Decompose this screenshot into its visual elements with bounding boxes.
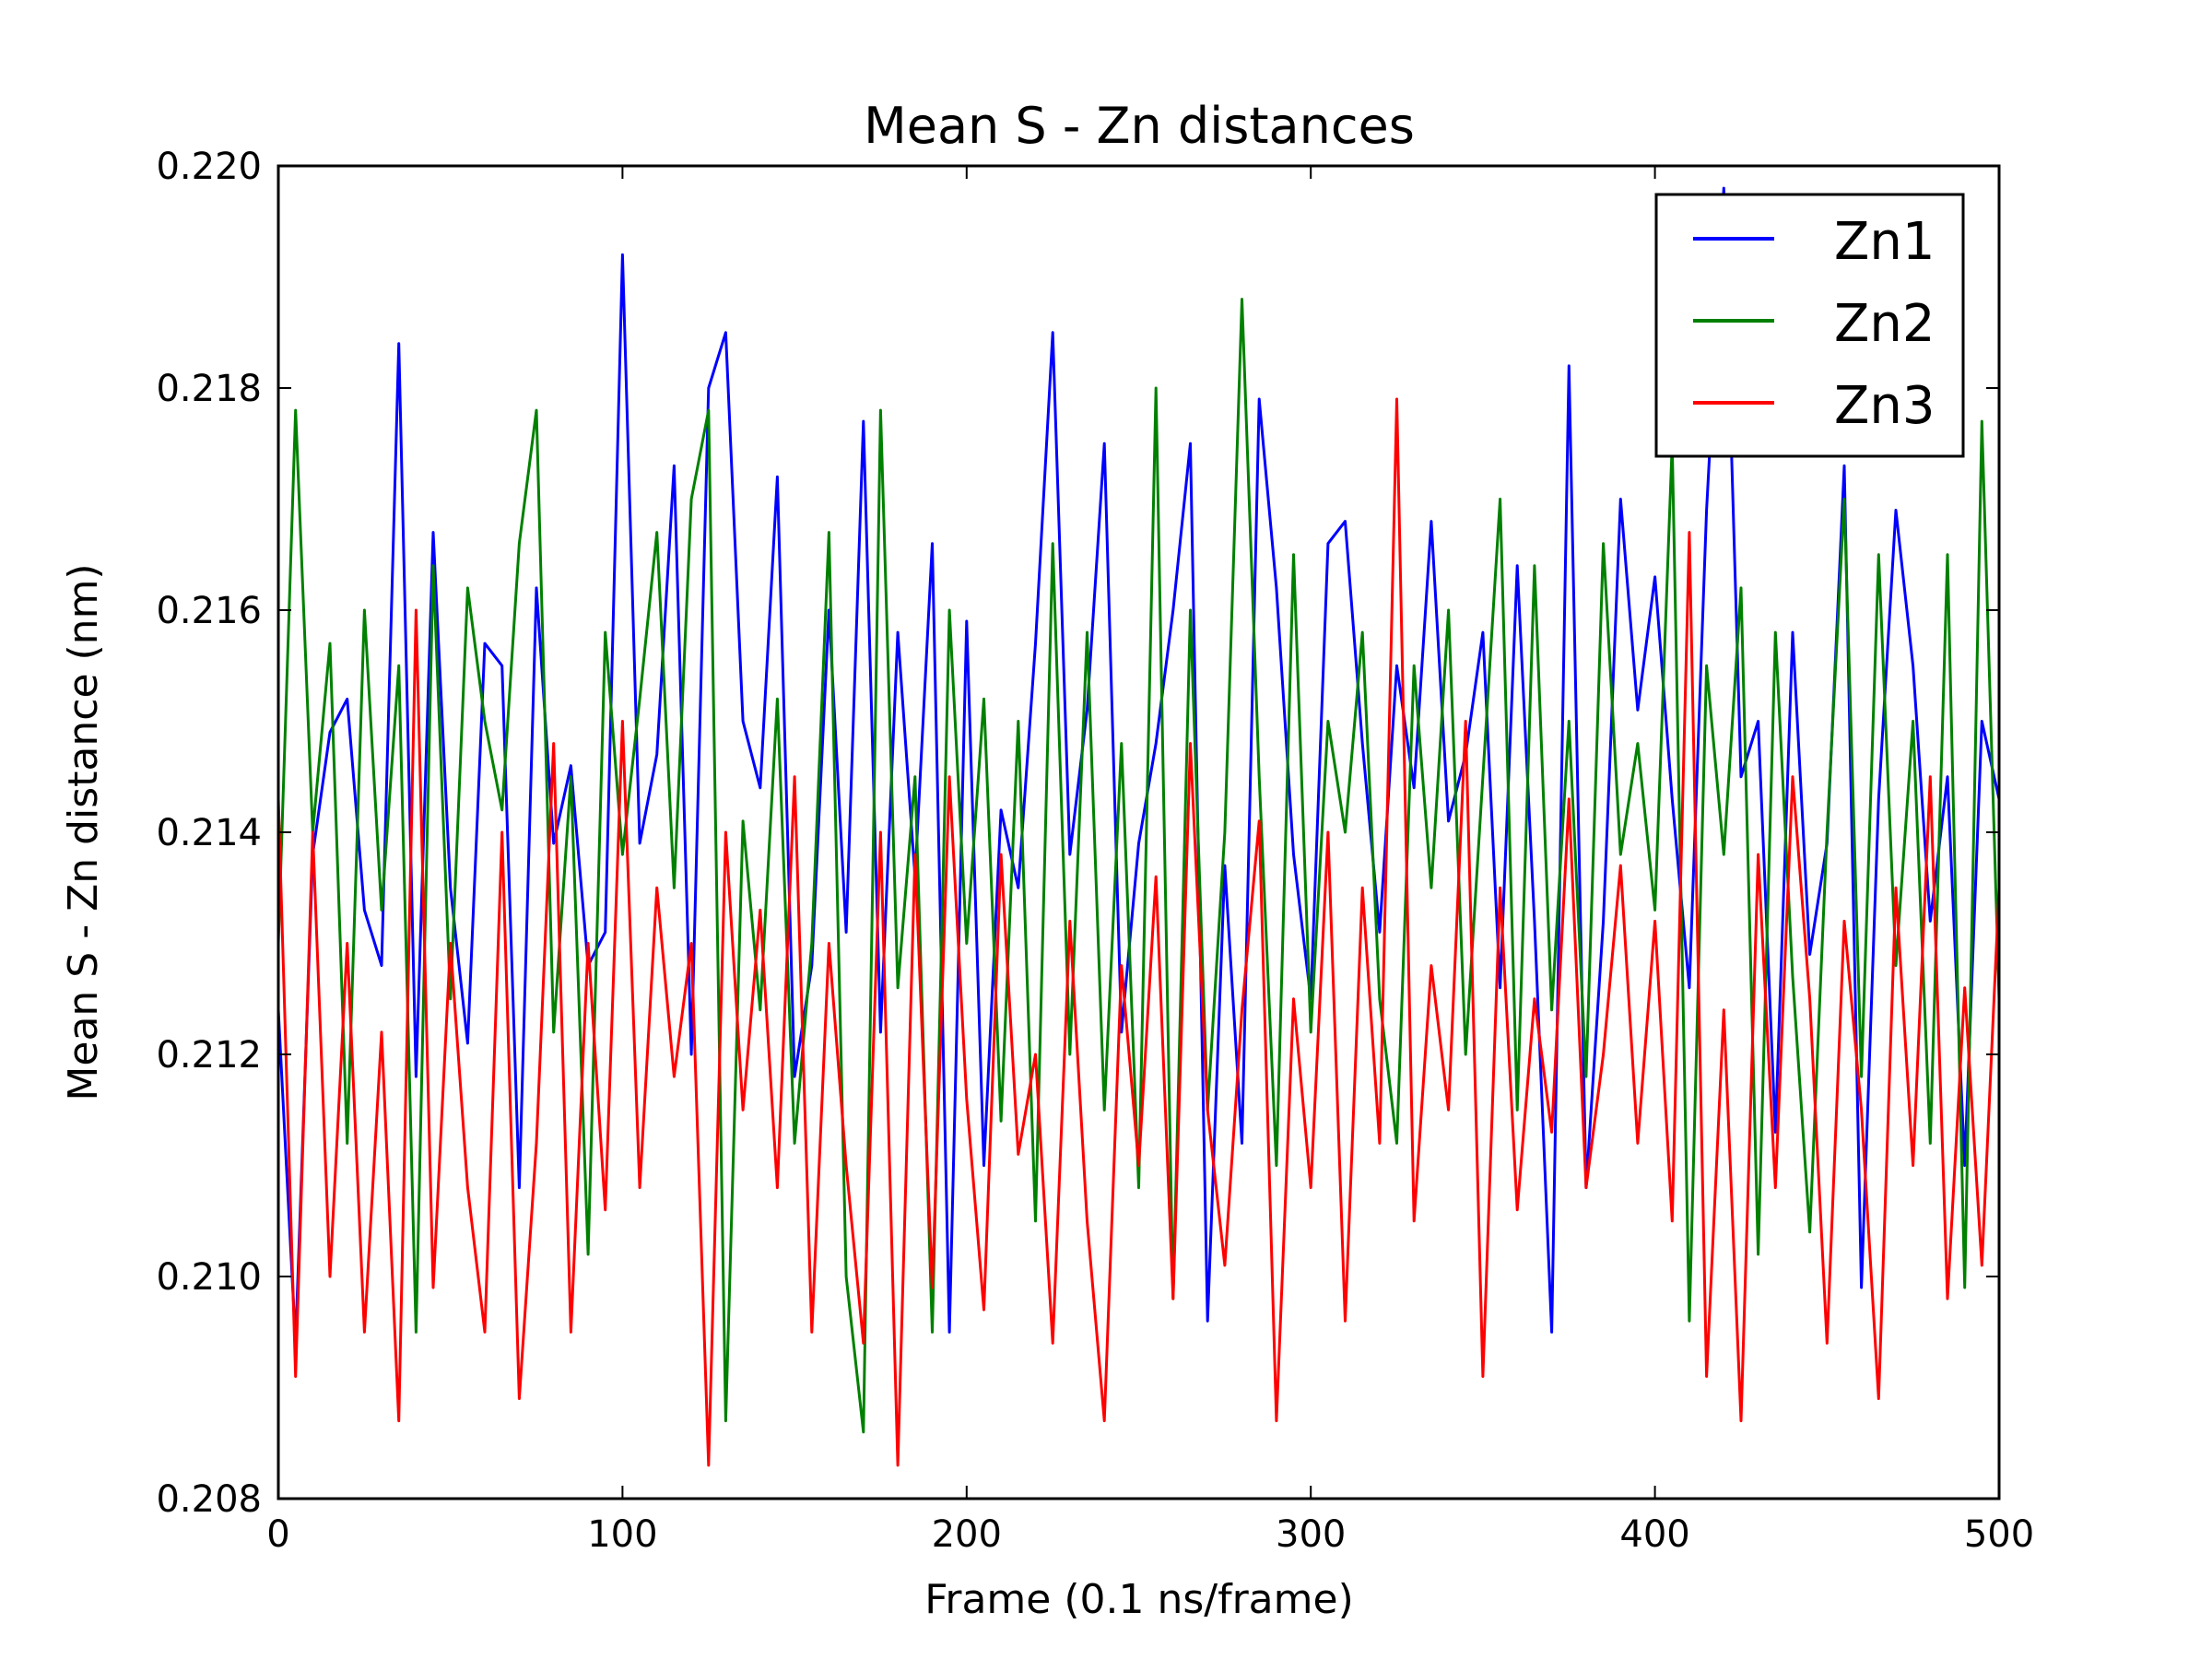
legend: Zn1 Zn2 Zn3 [1654,193,1965,458]
y-tick-label: 0.208 [156,1478,262,1521]
legend-label: Zn2 [1834,294,1935,354]
x-tick-label: 200 [932,1513,1002,1556]
series-line-zn3 [276,397,2001,1467]
y-tick-label: 0.210 [156,1256,262,1299]
series-line-zn2 [276,298,2001,1434]
y-tick-label: 0.218 [156,368,262,410]
y-tick-label: 0.220 [156,146,262,188]
x-tick-label: 0 [266,1513,289,1556]
x-tick-label: 500 [1964,1513,2034,1556]
x-tick-label: 300 [1276,1513,1346,1556]
y-tick-label: 0.212 [156,1034,262,1077]
legend-label: Zn1 [1834,212,1935,272]
x-tick-label: 100 [587,1513,657,1556]
y-tick-label: 0.216 [156,590,262,632]
tick-layer: 0 100 200 300 400 500 0.208 0.210 0.212 0.214 0.21… [156,146,2034,1556]
legend-item-zn1: Zn1 [1693,212,1935,272]
x-tick-label: 400 [1619,1513,1689,1556]
legend-item-zn3: Zn3 [1693,376,1935,436]
y-axis-label: Mean S - Zn distance (nm) [60,563,107,1100]
x-axis-label: Frame (0.1 ns/frame) [924,1576,1353,1623]
plot-frame [276,164,2001,1500]
legend-item-zn2: Zn2 [1693,294,1935,354]
y-tick-label: 0.214 [156,812,262,854]
legend-label: Zn3 [1834,376,1935,436]
chart-title: Mean S - Zn distances [864,97,1415,155]
